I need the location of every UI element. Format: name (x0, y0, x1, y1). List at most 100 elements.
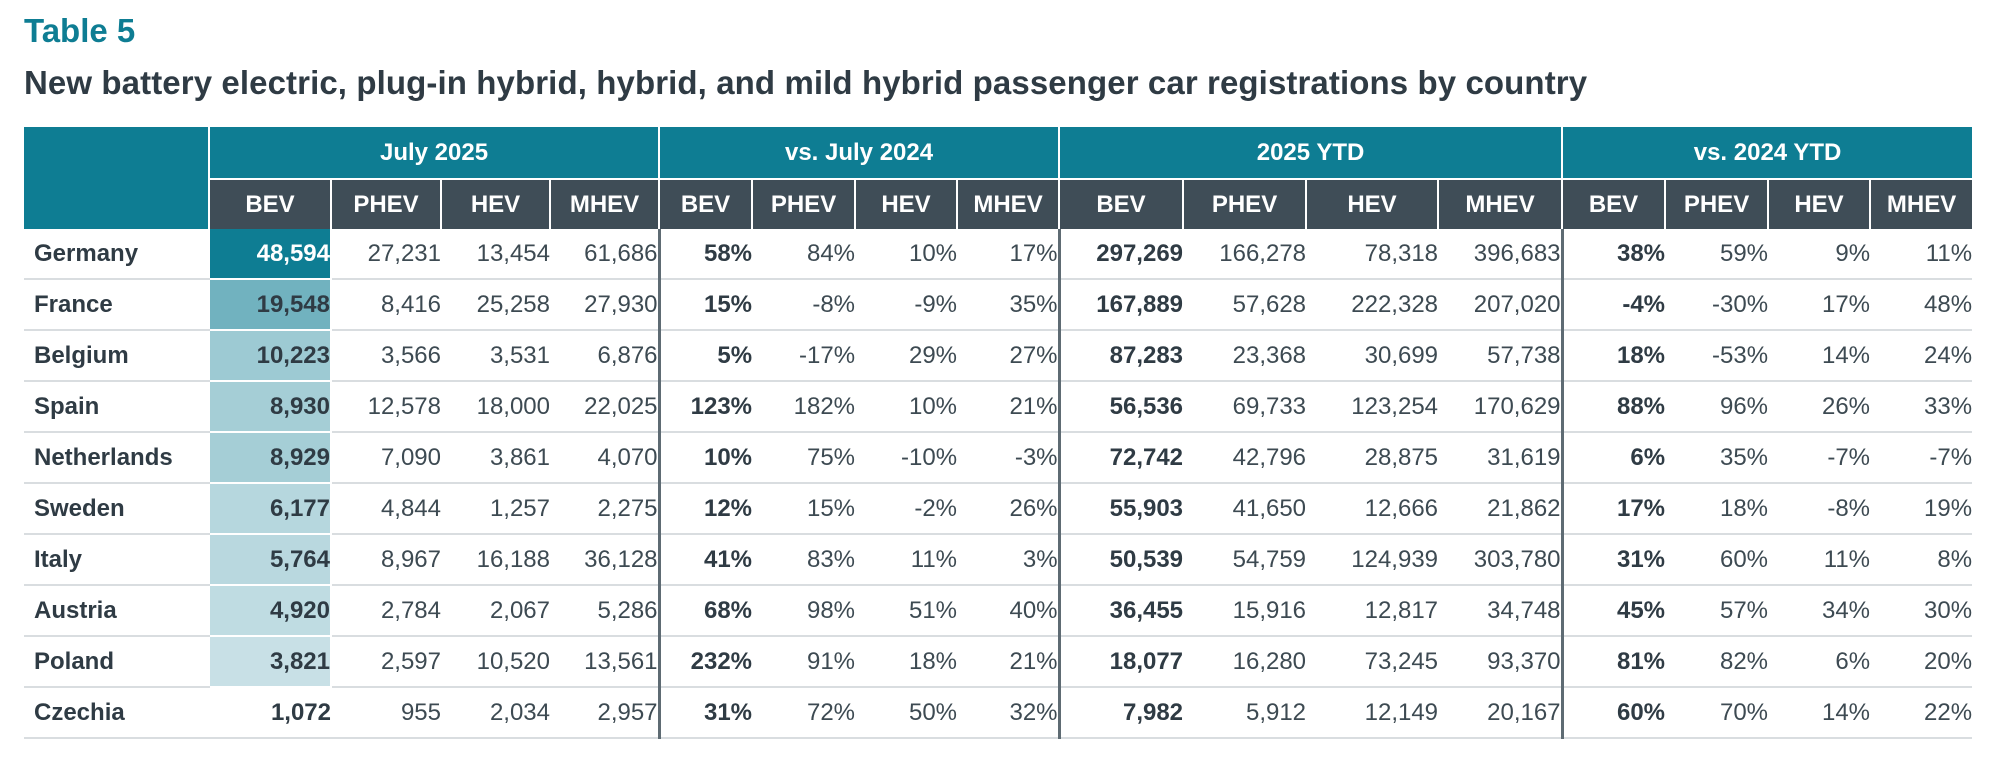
cell-hev: 2,067 (441, 585, 550, 637)
cell-hev: -10% (855, 432, 958, 484)
cell-bev: 5,764 (209, 534, 332, 586)
cell-phev: 12,578 (331, 381, 441, 433)
cell-phev: 18% (1665, 483, 1769, 535)
cell-phev: -17% (752, 330, 856, 382)
country-name: Sweden (24, 483, 210, 535)
cell-mhev: 57,738 (1438, 330, 1563, 382)
group-header-vs-2024-ytd: vs. 2024 YTD (1561, 127, 1973, 179)
cell-hev: 3,531 (441, 330, 550, 382)
cell-mhev: 21% (957, 636, 1060, 688)
cell-mhev: 40% (957, 585, 1060, 637)
table-row: Netherlands 8,929 7,090 3,861 4,070 10% 75% -10… (24, 432, 1973, 484)
cell-mhev: 33% (1870, 381, 1973, 433)
country-name: Poland (24, 636, 210, 688)
sub-header-phev: PHEV (1182, 178, 1307, 229)
country-name: France (24, 279, 210, 331)
cell-bev: 50,539 (1057, 534, 1184, 586)
cell-hev: 13,454 (441, 229, 550, 280)
cell-bev: 123% (657, 381, 753, 433)
group-header-row: July 2025 vs. July 2024 2025 YTD vs. 202… (24, 127, 1973, 229)
cell-bev: 18% (1560, 330, 1666, 382)
sub-header-mhev: MHEV (1437, 178, 1563, 229)
sub-header-phev: PHEV (330, 178, 441, 229)
cell-phev: 15,916 (1183, 585, 1307, 637)
cell-hev: 10% (855, 229, 958, 280)
cell-hev: 6% (1768, 636, 1871, 688)
registrations-table: July 2025 vs. July 2024 2025 YTD vs. 202… (24, 127, 1973, 739)
cell-bev: 7,982 (1057, 687, 1184, 739)
cell-phev: 91% (752, 636, 856, 688)
cell-phev: 16,280 (1183, 636, 1307, 688)
cell-mhev: 22% (1870, 687, 1973, 739)
cell-hev: 12,666 (1306, 483, 1439, 535)
cell-phev: 4,844 (331, 483, 441, 535)
cell-bev: 56,536 (1057, 381, 1184, 433)
cell-mhev: 19% (1870, 483, 1973, 535)
cell-bev: 1,072 (209, 687, 331, 739)
cell-bev: 15% (657, 279, 753, 331)
cell-hev: 73,245 (1306, 636, 1439, 688)
cell-bev: 17% (1560, 483, 1666, 535)
cell-bev: 31% (657, 687, 753, 739)
cell-hev: 11% (1768, 534, 1871, 586)
cell-hev: 12,149 (1306, 687, 1439, 739)
table-row: Czechia 1,072 955 2,034 2,957 31% 72% 50% 32% 7,9… (24, 687, 1973, 739)
group-header-vs-july-2024: vs. July 2024 (658, 127, 1060, 179)
cell-bev: 4,920 (209, 585, 332, 637)
cell-bev: 88% (1560, 381, 1666, 433)
cell-hev: 123,254 (1306, 381, 1439, 433)
cell-hev: 18% (855, 636, 958, 688)
cell-phev: 69,733 (1183, 381, 1307, 433)
cell-phev: -30% (1665, 279, 1769, 331)
sub-header-mhev: MHEV (1869, 178, 1973, 229)
cell-mhev: 35% (957, 279, 1060, 331)
cell-bev: 72,742 (1057, 432, 1184, 484)
table-row: Belgium 10,223 3,566 3,531 6,876 5% -17% 29% 27%… (24, 330, 1973, 382)
cell-phev: 35% (1665, 432, 1769, 484)
cell-phev: 166,278 (1183, 229, 1307, 280)
table-row: Spain 8,930 12,578 18,000 22,025 123% 182% 10% 2… (24, 381, 1973, 433)
cell-bev: 19,548 (209, 279, 332, 331)
cell-phev: 82% (1665, 636, 1769, 688)
cell-hev: 11% (855, 534, 958, 586)
cell-mhev: 20,167 (1438, 687, 1563, 739)
cell-mhev: 21,862 (1438, 483, 1563, 535)
sub-header-phev: PHEV (1664, 178, 1769, 229)
sub-header-bev: BEV (658, 178, 753, 229)
cell-mhev: -7% (1870, 432, 1973, 484)
cell-mhev: 13,561 (550, 636, 660, 688)
cell-phev: 955 (331, 687, 441, 739)
country-name: Spain (24, 381, 210, 433)
cell-bev: 41% (657, 534, 753, 586)
cell-mhev: 27% (957, 330, 1060, 382)
sub-header-hev: HEV (1305, 178, 1439, 229)
cell-mhev: 22,025 (550, 381, 660, 433)
cell-hev: 10,520 (441, 636, 550, 688)
cell-hev: 10% (855, 381, 958, 433)
table-label: Table 5 (24, 12, 136, 49)
cell-phev: 8,967 (331, 534, 441, 586)
sub-header-bev: BEV (1058, 178, 1184, 229)
cell-hev: 28,875 (1306, 432, 1439, 484)
cell-bev: 10% (657, 432, 753, 484)
cell-phev: 182% (752, 381, 856, 433)
cell-phev: 60% (1665, 534, 1769, 586)
sub-header-hev: HEV (854, 178, 958, 229)
cell-hev: -8% (1768, 483, 1871, 535)
table-row: Poland 3,821 2,597 10,520 13,561 232% 91% 18% 21… (24, 636, 1973, 688)
cell-bev: 60% (1560, 687, 1666, 739)
cell-mhev: 170,629 (1438, 381, 1563, 433)
cell-bev: 36,455 (1057, 585, 1184, 637)
country-name: Germany (24, 229, 210, 280)
cell-bev: 5% (657, 330, 753, 382)
cell-bev: 12% (657, 483, 753, 535)
cell-phev: 57,628 (1183, 279, 1307, 331)
cell-mhev: 207,020 (1438, 279, 1563, 331)
cell-phev: 27,231 (331, 229, 441, 280)
cell-mhev: 17% (957, 229, 1060, 280)
cell-hev: 26% (1768, 381, 1871, 433)
cell-hev: 34% (1768, 585, 1871, 637)
cell-mhev: 3% (957, 534, 1060, 586)
cell-bev: 48,594 (209, 229, 332, 280)
cell-phev: 83% (752, 534, 856, 586)
